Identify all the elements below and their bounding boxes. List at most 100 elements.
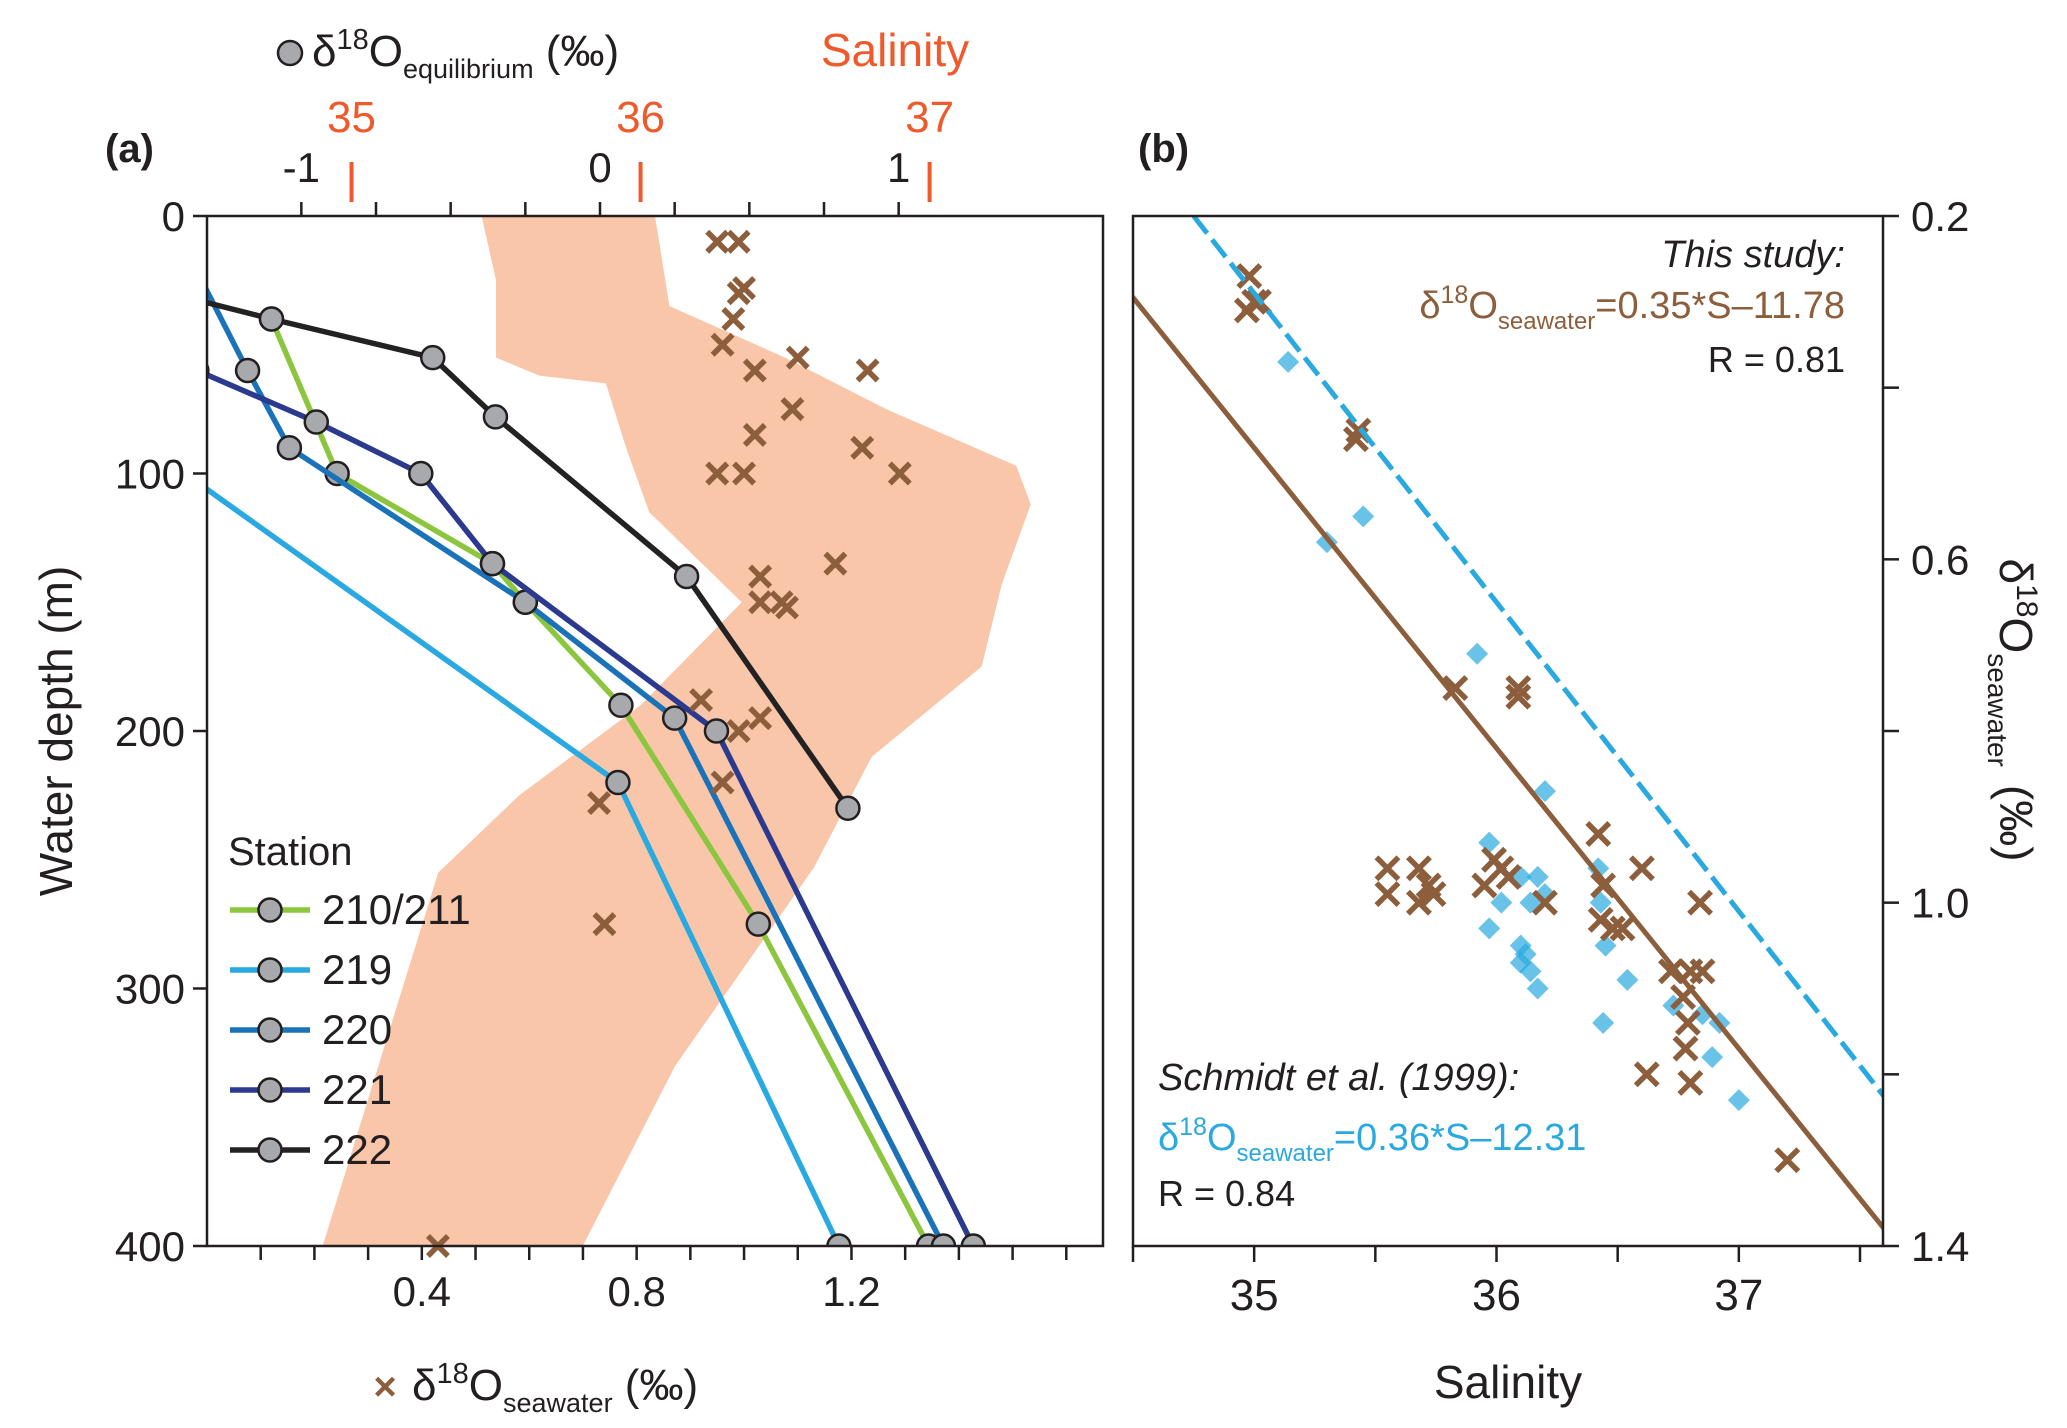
- schmidt-point: [1592, 1011, 1615, 1034]
- schmidt-regression-line: [1191, 216, 1883, 1100]
- salinity-top-tick-label: 37: [905, 93, 954, 142]
- this-study-point: [1442, 675, 1469, 702]
- seawater-title-sub: seawater: [503, 1388, 613, 1418]
- y-label-sup: 18: [2010, 584, 2043, 617]
- seawater-y-tick-label: 1.4: [1911, 1223, 1969, 1270]
- this-study-point: [1585, 821, 1612, 847]
- this-study-point: [1628, 855, 1655, 882]
- this-study-point: [1609, 915, 1636, 942]
- seawater-point: [850, 435, 875, 460]
- legend: Station 210/211 219 220 221 222: [228, 830, 471, 1173]
- station-series-221: [207, 362, 987, 1246]
- schmidt-title: Schmidt et al. (1999):: [1158, 1057, 1519, 1099]
- station-line: [207, 284, 946, 1246]
- seawater-point: [823, 551, 848, 576]
- legend-entry: 222: [230, 1126, 392, 1173]
- x-top-tick-label: -1: [283, 144, 320, 191]
- seawater-title-main: O: [469, 1361, 503, 1410]
- y-label-sub: seawater: [1982, 653, 2013, 767]
- y-tick-label: 200: [115, 708, 185, 755]
- x-bottom-tick-label: 0.4: [393, 1268, 451, 1315]
- panel-a-label: (a): [105, 127, 154, 171]
- panel-a-frame: [205, 214, 1105, 1248]
- this-study-point: [1406, 889, 1432, 916]
- schmidt-point: [1478, 917, 1501, 940]
- seawater-point: [726, 719, 751, 743]
- legend-marker-icon: [257, 1077, 283, 1103]
- this-study-eq-sup: 18: [1441, 281, 1469, 309]
- x-top-tick-label: 1: [887, 144, 910, 191]
- salinity-envelope-layer: [322, 216, 1031, 1246]
- legend-title: Station: [228, 830, 353, 874]
- schmidt-point: [1519, 960, 1542, 983]
- schmidt-point: [1352, 505, 1375, 528]
- station-point: [303, 409, 330, 435]
- panel-b-label: (b): [1138, 127, 1189, 171]
- this-study-point: [1633, 1061, 1660, 1088]
- panel-b-frame: [1131, 214, 1885, 1248]
- station-point: [207, 362, 210, 379]
- station-point: [158, 282, 181, 305]
- seawater-points-layer: [425, 229, 912, 1258]
- equilibrium-title-unit: (‰): [534, 27, 620, 76]
- seawater-point: [710, 770, 735, 795]
- legend-entry: 219: [230, 946, 392, 993]
- salinity-tick-label: 35: [1230, 1271, 1279, 1320]
- y-label-delta: δ: [1990, 558, 2042, 584]
- seawater-y-tick-label: 0.6: [1911, 536, 1969, 583]
- station-point: [234, 357, 261, 384]
- seawater-point: [748, 590, 773, 615]
- station-series-222: [207, 299, 861, 821]
- this-study-point: [1505, 675, 1532, 702]
- schmidt-point: [1478, 831, 1501, 854]
- legend-marker-icon: [257, 897, 283, 923]
- seawater-axis-marker-icon: ×: [373, 1365, 396, 1409]
- legend-label: 221: [322, 1066, 392, 1113]
- station-point: [258, 306, 285, 332]
- this-study-regression-line: [1133, 293, 1883, 1232]
- legend-marker-icon: [257, 1137, 283, 1163]
- schmidt-eq-delta: δ: [1158, 1117, 1179, 1159]
- seawater-axis-title: δ18Oseawater (‰): [412, 1358, 698, 1418]
- schmidt-point: [1277, 350, 1300, 373]
- station-point: [673, 563, 700, 590]
- panel-b-axes: 35 36 37 0.2 0.6 1.0 1.4: [1131, 193, 1969, 1320]
- schmidt-point: [1727, 1089, 1750, 1112]
- scatter-points-layer: [1233, 263, 1801, 1174]
- x-bottom-tick-label: 0.8: [607, 1268, 665, 1315]
- seawater-y-tick-label: 0.2: [1911, 193, 1969, 240]
- station-point: [930, 1233, 957, 1246]
- seawater-point: [780, 397, 805, 422]
- seawater-point: [726, 229, 751, 254]
- y-tick-label: 0: [162, 193, 185, 240]
- this-study-point: [1677, 1069, 1704, 1096]
- this-study-point: [1689, 958, 1716, 985]
- this-study-point: [1658, 958, 1684, 985]
- station-point: [419, 344, 446, 371]
- this-study-point: [1374, 881, 1401, 908]
- panel-b: 35 36 370.20.61.01.4 (b) Salinity δ18Oseaw…: [1131, 127, 2043, 1408]
- salinity-tick-label: 37: [1714, 1271, 1763, 1320]
- seawater-point: [689, 688, 714, 713]
- legend-label: 219: [322, 946, 392, 993]
- seawater-point: [587, 791, 611, 816]
- this-study-point: [1687, 889, 1714, 916]
- regression-lines-layer: [1133, 216, 1883, 1232]
- legend-entries: 210/211 219 220 221 222: [230, 886, 471, 1173]
- salinity-range-envelope: [322, 216, 1031, 1246]
- station-point: [479, 550, 506, 577]
- panel-a-axes: 0 100 200 300 400 0.4 0.8 1.2 -1 0 1 35 36 37: [115, 93, 1068, 1315]
- legend-label: 220: [322, 1006, 392, 1053]
- equilibrium-title-main: O: [369, 27, 403, 76]
- schmidt-point: [1616, 968, 1639, 991]
- seawater-title-delta: δ: [412, 1361, 437, 1410]
- schmidt-point: [1594, 934, 1617, 957]
- this-study-equation: δ18Oseawater=0.35*S–11.78: [1419, 281, 1845, 335]
- salinity-top-tick-label: 35: [327, 93, 376, 142]
- this-study-point: [1406, 855, 1432, 882]
- this-study-title: This study:: [1661, 234, 1845, 276]
- schmidt-point: [1701, 1046, 1724, 1069]
- seawater-point: [785, 345, 810, 370]
- seawater-point: [705, 461, 730, 486]
